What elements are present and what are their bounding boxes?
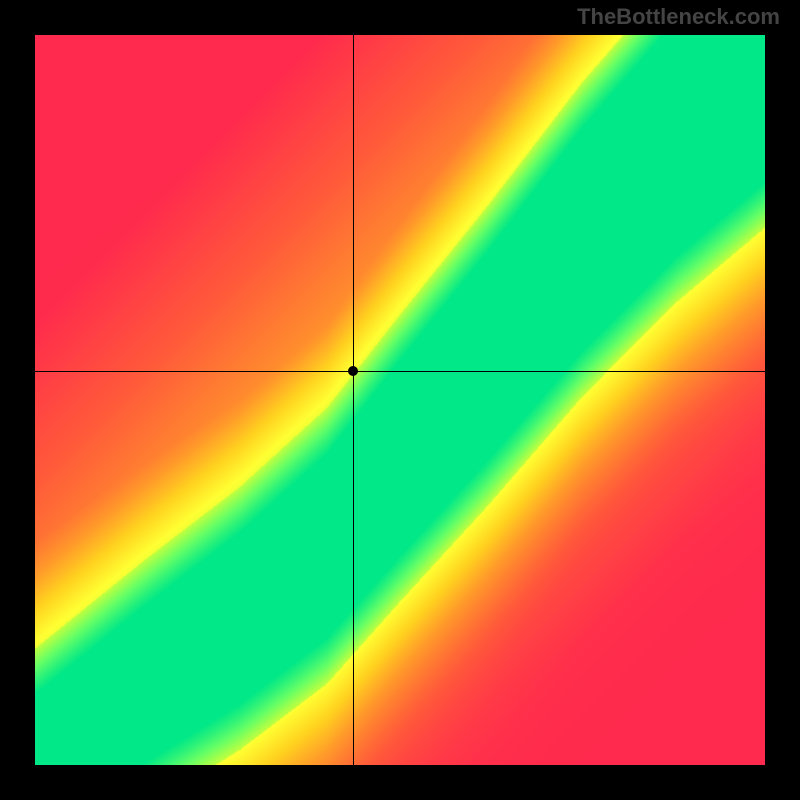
crosshair-vertical	[353, 35, 354, 765]
chart-frame: TheBottleneck.com	[0, 0, 800, 800]
crosshair-horizontal	[35, 371, 765, 372]
data-point-marker	[348, 366, 358, 376]
watermark-text: TheBottleneck.com	[577, 4, 780, 30]
heatmap-canvas	[35, 35, 765, 765]
